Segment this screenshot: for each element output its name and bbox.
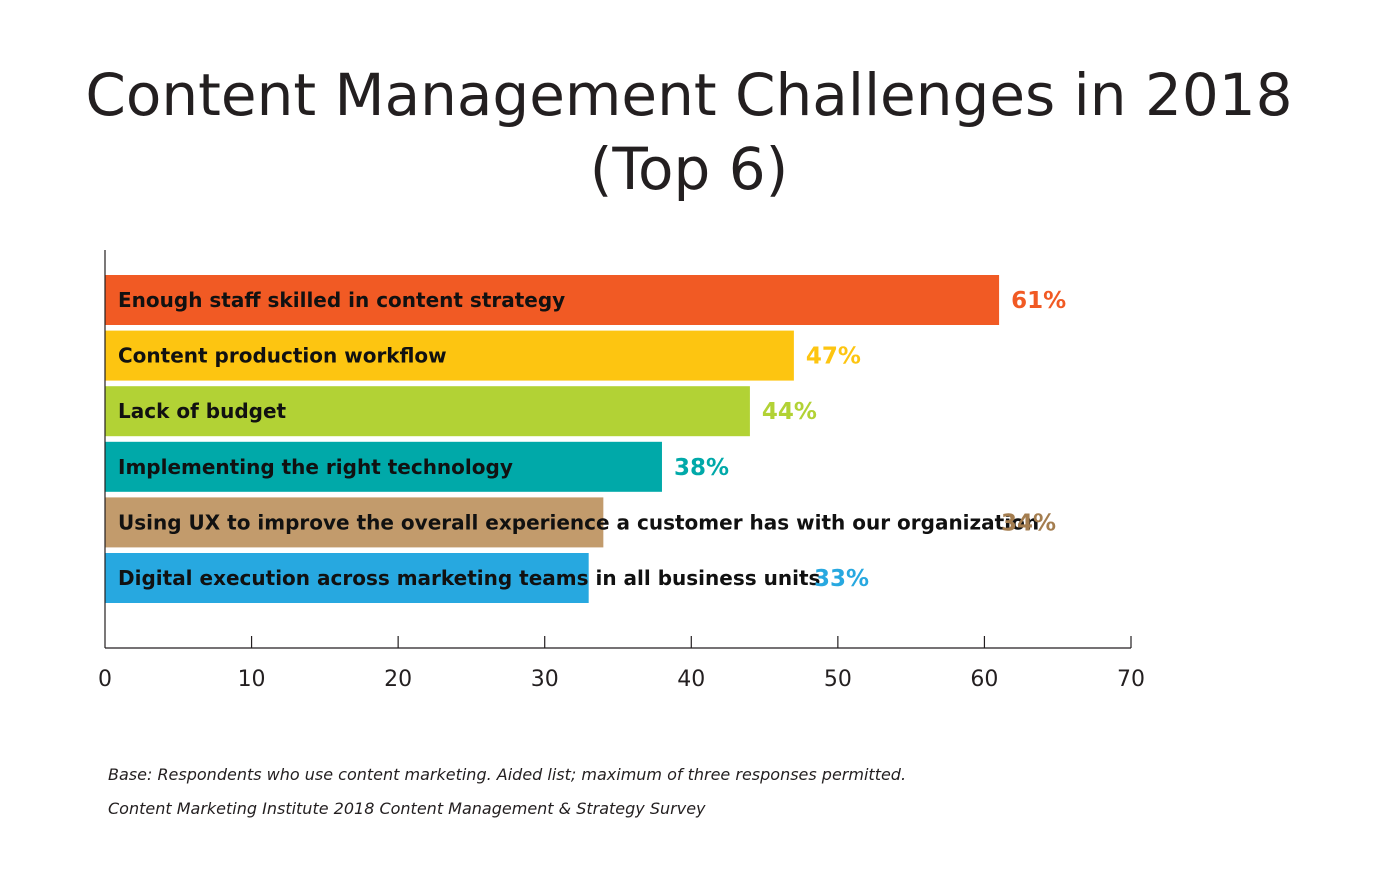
value-label-2: 47%	[806, 344, 861, 370]
value-label-4: 38%	[674, 455, 729, 481]
bar-5	[105, 497, 604, 548]
bar-label-5: Using UX to improve the overall experien…	[118, 510, 1039, 534]
x-tick-label-60: 60	[970, 667, 998, 692]
x-tick-label-20: 20	[384, 667, 412, 692]
bar-label-2: Content production workflow	[118, 344, 447, 368]
chart-title-line-2: (Top 6)	[589, 135, 789, 203]
footnote-source: Content Marketing Institute 2018 Content…	[108, 799, 706, 818]
value-label-3: 44%	[762, 399, 817, 425]
bar-label-4: Implementing the right technology	[118, 455, 513, 479]
x-tick-label-10: 10	[238, 667, 266, 692]
bar-6	[105, 553, 589, 603]
bar-1	[105, 275, 1000, 325]
chart-title: Content Management Challenges in 2018 (To…	[0, 58, 1378, 206]
x-tick-label-40: 40	[677, 667, 705, 692]
value-label-6: 33%	[814, 566, 869, 592]
x-tick-label-50: 50	[824, 667, 852, 692]
bars-layer: Enough staff skilled in content strategy…	[105, 275, 1066, 603]
bar-4	[105, 441, 662, 492]
value-label-5: 34%	[1001, 510, 1056, 536]
x-tick-label-70: 70	[1117, 667, 1145, 692]
bar-label-1: Enough staff skilled in content strategy	[118, 288, 565, 312]
bar-3	[105, 386, 750, 437]
x-axis: 0 10 20 30 40 50 60 70	[98, 250, 1145, 692]
footnote-base: Base: Respondents who use content market…	[108, 765, 907, 784]
x-tick-label-30: 30	[531, 667, 559, 692]
x-tick-label-0: 0	[98, 667, 112, 692]
chart-title-line-1: Content Management Challenges in 2018	[85, 61, 1293, 129]
bar-label-6: Digital execution across marketing teams…	[118, 566, 820, 590]
value-label-1: 61%	[1011, 288, 1066, 314]
bar-2	[105, 330, 794, 381]
bar-label-3: Lack of budget	[118, 399, 287, 423]
